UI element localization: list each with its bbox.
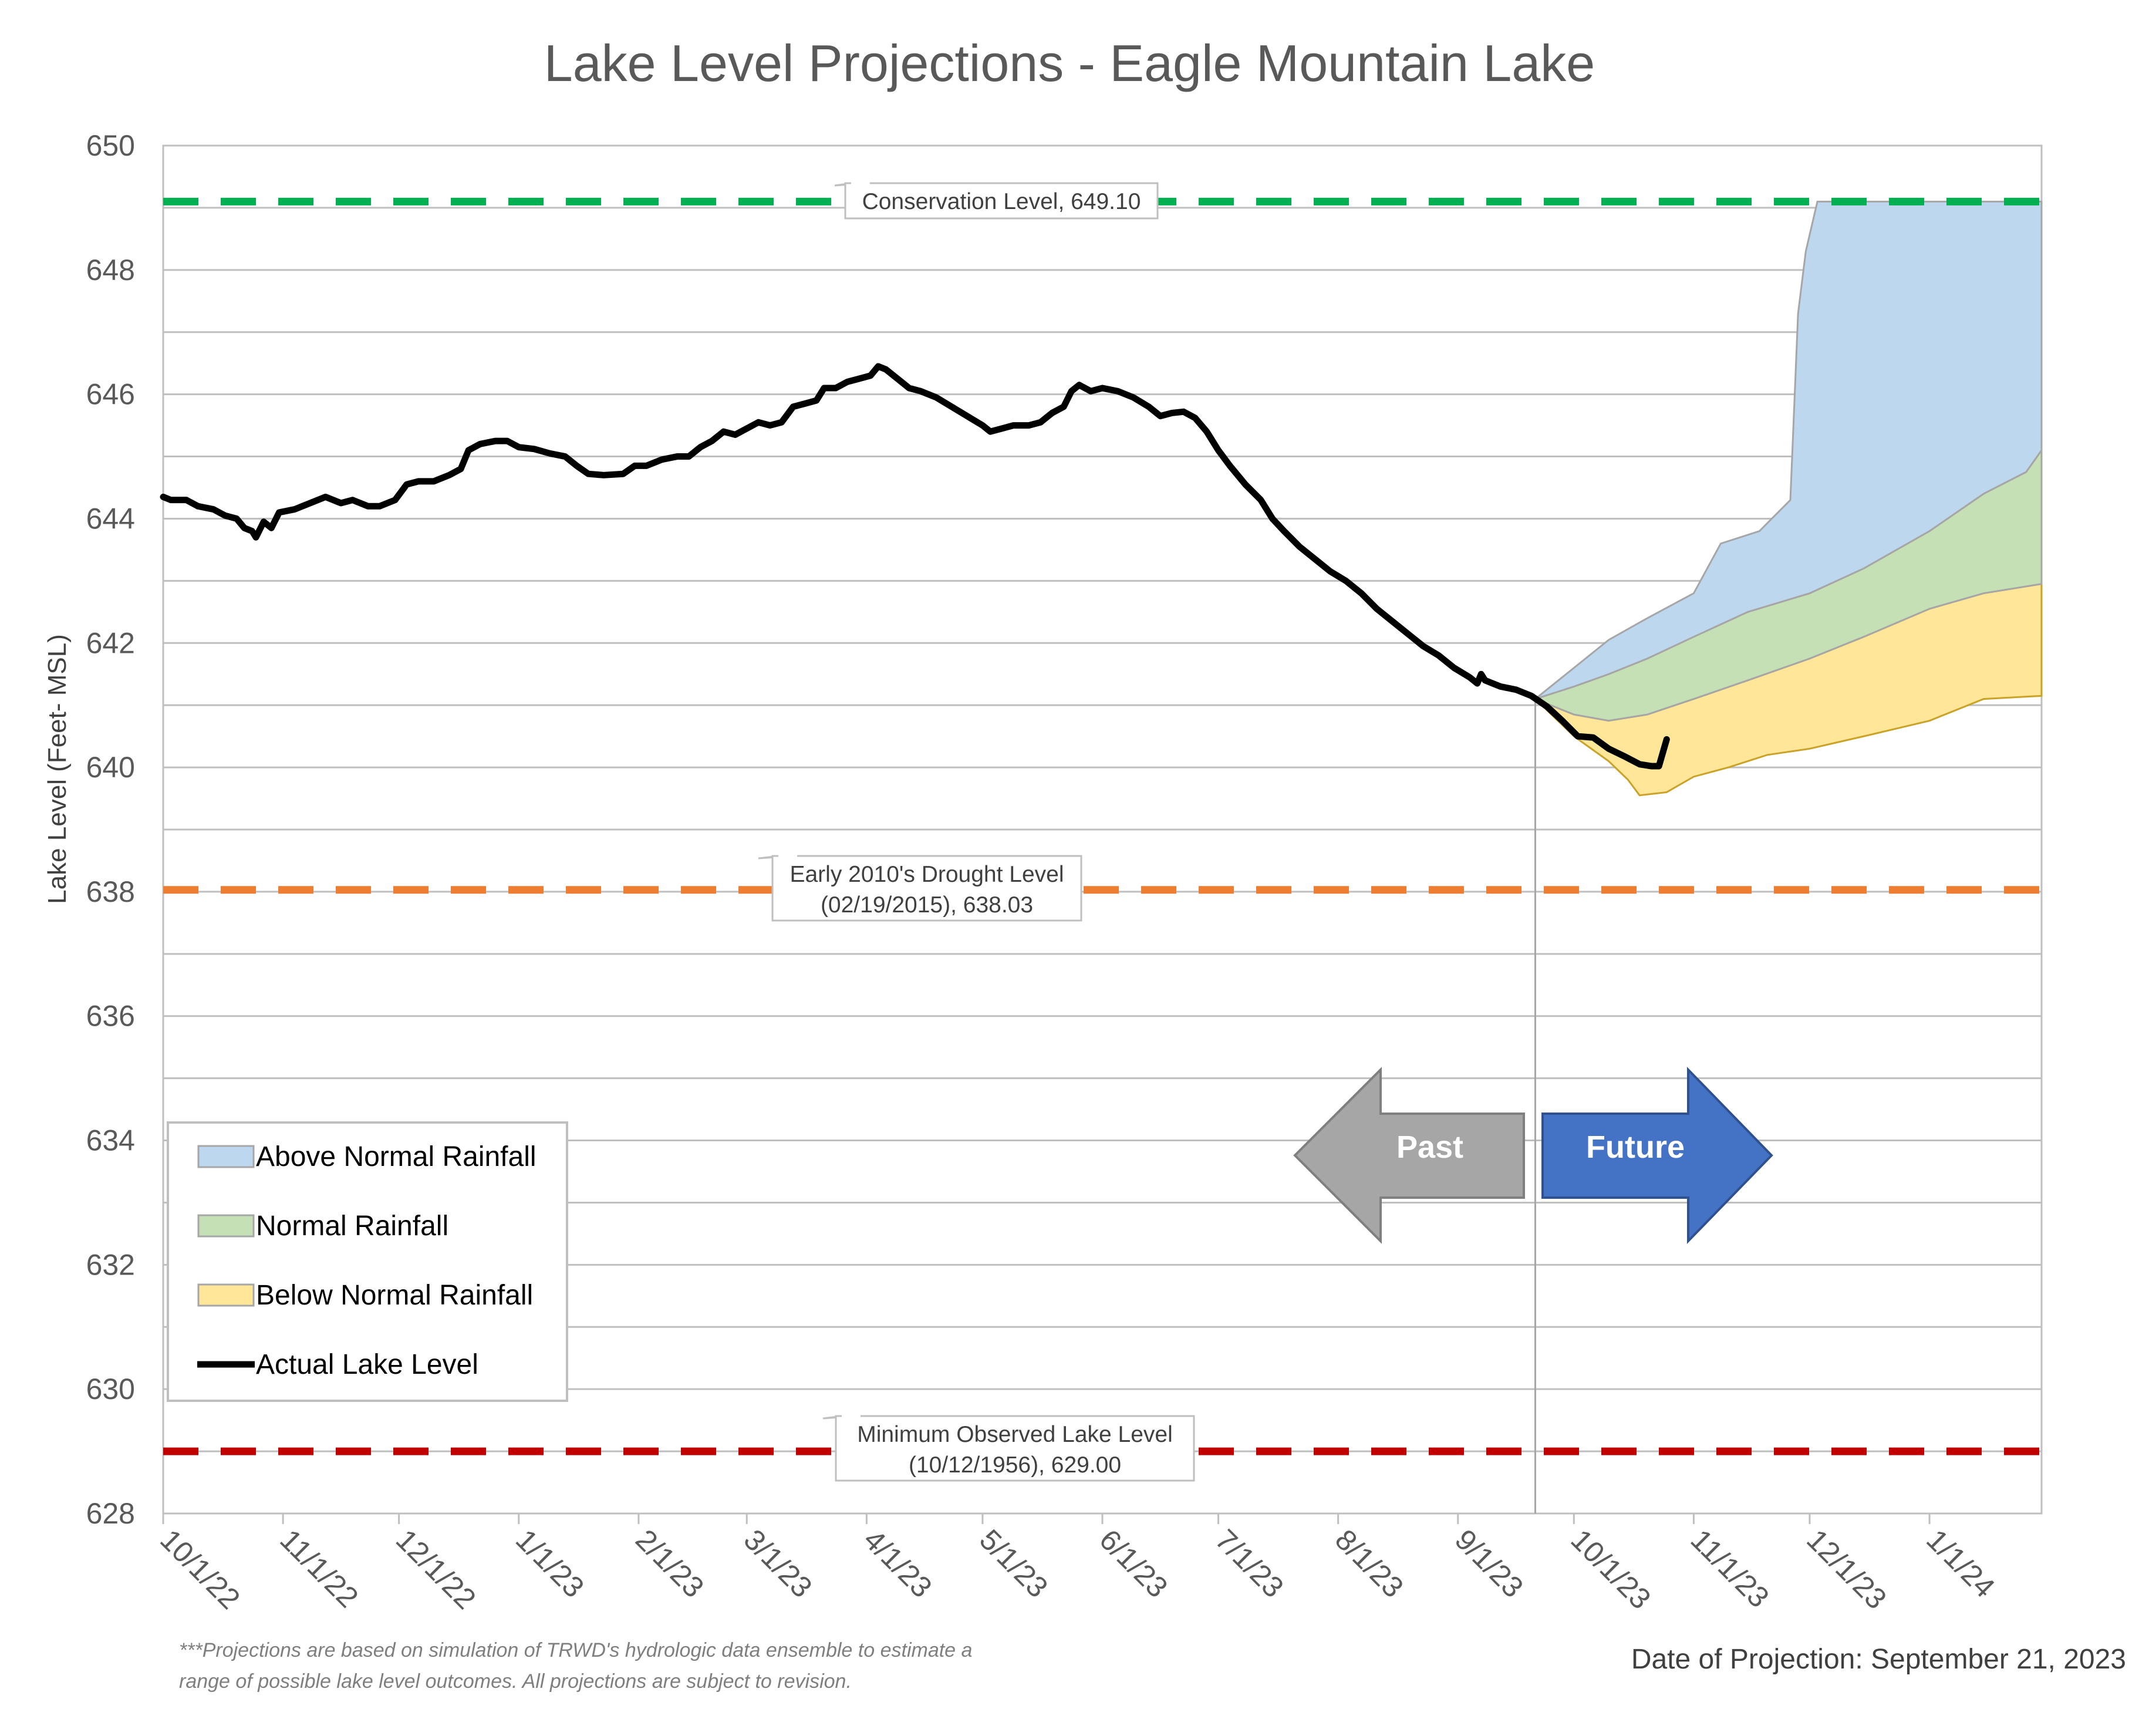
legend: Above Normal Rainfall Normal Rainfall Belo…	[167, 1121, 568, 1402]
y-tick-label: 632	[86, 1248, 135, 1281]
y-axis-label: Lake Level (Feet- MSL)	[43, 634, 72, 904]
y-tick-label: 640	[86, 751, 135, 784]
y-tick-label: 650	[86, 129, 135, 162]
callout-text: Minimum Observed Lake Level	[857, 1422, 1173, 1447]
future-arrow	[1541, 1067, 1773, 1244]
callout-conservation-level: Conservation Level, 649.10	[834, 182, 1159, 220]
callout-text: (10/12/1956), 629.00	[909, 1452, 1121, 1478]
callout-box	[844, 182, 1159, 220]
y-tick-label: 638	[86, 875, 135, 908]
callout-minimum-level: Minimum Observed Lake Level (10/12/1956),…	[822, 1415, 1195, 1482]
y-tick-label: 628	[86, 1497, 135, 1530]
callout-text: Early 2010's Drought Level	[790, 862, 1064, 887]
actual-lake-level-line	[160, 363, 1670, 770]
legend-swatch	[197, 1214, 255, 1238]
past-arrow	[1293, 1067, 1525, 1244]
callout-box	[771, 855, 1082, 922]
legend-swatch	[197, 1283, 255, 1307]
y-tick-label: 642	[86, 626, 135, 659]
callout-text: Conservation Level, 649.10	[862, 189, 1141, 214]
chart-title: Lake Level Projections - Eagle Mountain …	[544, 34, 1595, 92]
callout-box	[835, 1415, 1195, 1482]
legend-box	[167, 1121, 568, 1402]
callout-text: (02/19/2015), 638.03	[821, 892, 1033, 918]
reference-callouts: Conservation Level, 649.10 Early 2010's D…	[758, 182, 1195, 1482]
past-arrow-label: Past	[1396, 1130, 1463, 1165]
y-tick-label: 644	[86, 502, 135, 535]
y-tick-label: 630	[86, 1373, 135, 1405]
legend-swatch	[197, 1145, 255, 1168]
callout-joint	[851, 182, 870, 186]
callout-joint	[842, 1415, 861, 1418]
legend-label: Below Normal Rainfall	[256, 1280, 533, 1311]
legend-label: Normal Rainfall	[256, 1211, 448, 1242]
y-tick-label: 636	[86, 1000, 135, 1033]
y-tick-label: 634	[86, 1124, 135, 1157]
projection-bands	[1533, 200, 2043, 1513]
y-tick-label: 646	[86, 378, 135, 411]
past-future-arrows: Past Future	[1293, 1067, 1773, 1244]
legend-label: Actual Lake Level	[256, 1349, 478, 1380]
future-arrow-label: Future	[1586, 1130, 1685, 1165]
projection-date-note: Date of Projection: September 21, 2023	[1631, 1644, 2126, 1675]
callout-drought-level: Early 2010's Drought Level (02/19/2015), …	[758, 855, 1082, 922]
y-tick-label: 648	[86, 254, 135, 286]
footnote-line-2: range of possible lake level outcomes. A…	[179, 1670, 852, 1693]
band-above-normal-rainfall	[1534, 200, 2043, 700]
footnote-line-1: ***Projections are based on simulation o…	[179, 1639, 972, 1661]
actual-lake-level-series	[160, 363, 1670, 770]
callout-joint	[778, 855, 797, 858]
legend-label: Above Normal Rainfall	[256, 1141, 537, 1172]
